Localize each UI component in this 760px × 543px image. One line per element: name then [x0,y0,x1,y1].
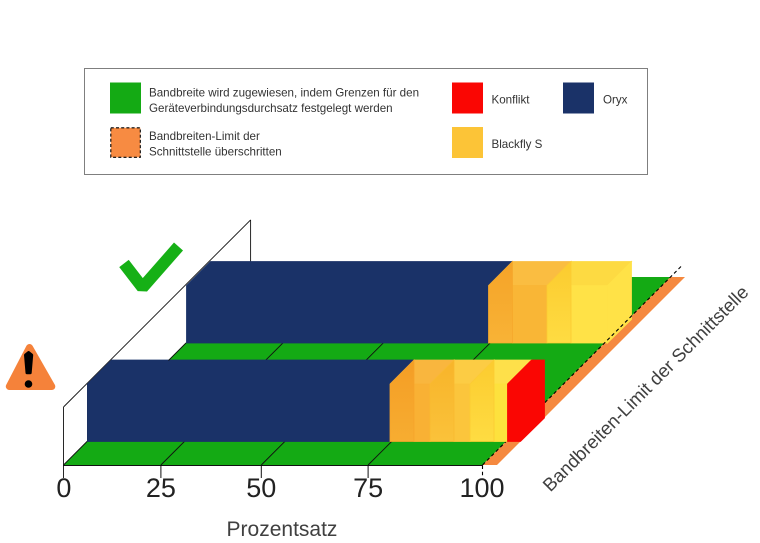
svg-text:Geräteverbindungsdurchsatz fes: Geräteverbindungsdurchsatz festgelegt we… [149,102,393,115]
svg-text:25: 25 [146,473,176,503]
svg-text:75: 75 [353,473,383,503]
svg-text:Oryx: Oryx [603,94,628,107]
svg-text:50: 50 [246,473,276,503]
svg-text:Bandbreiten-Limit der: Bandbreiten-Limit der [149,130,260,143]
svg-text:Bandbreite wird zugewiesen, in: Bandbreite wird zugewiesen, indem Grenze… [149,87,419,100]
svg-text:Schnittstelle überschritten: Schnittstelle überschritten [149,146,282,159]
svg-text:Blackfly S: Blackfly S [492,138,543,151]
svg-text:Prozentsatz: Prozentsatz [227,518,338,541]
svg-text:Konflikt: Konflikt [492,94,531,107]
svg-text:0: 0 [56,473,71,503]
svg-text:100: 100 [459,473,504,503]
